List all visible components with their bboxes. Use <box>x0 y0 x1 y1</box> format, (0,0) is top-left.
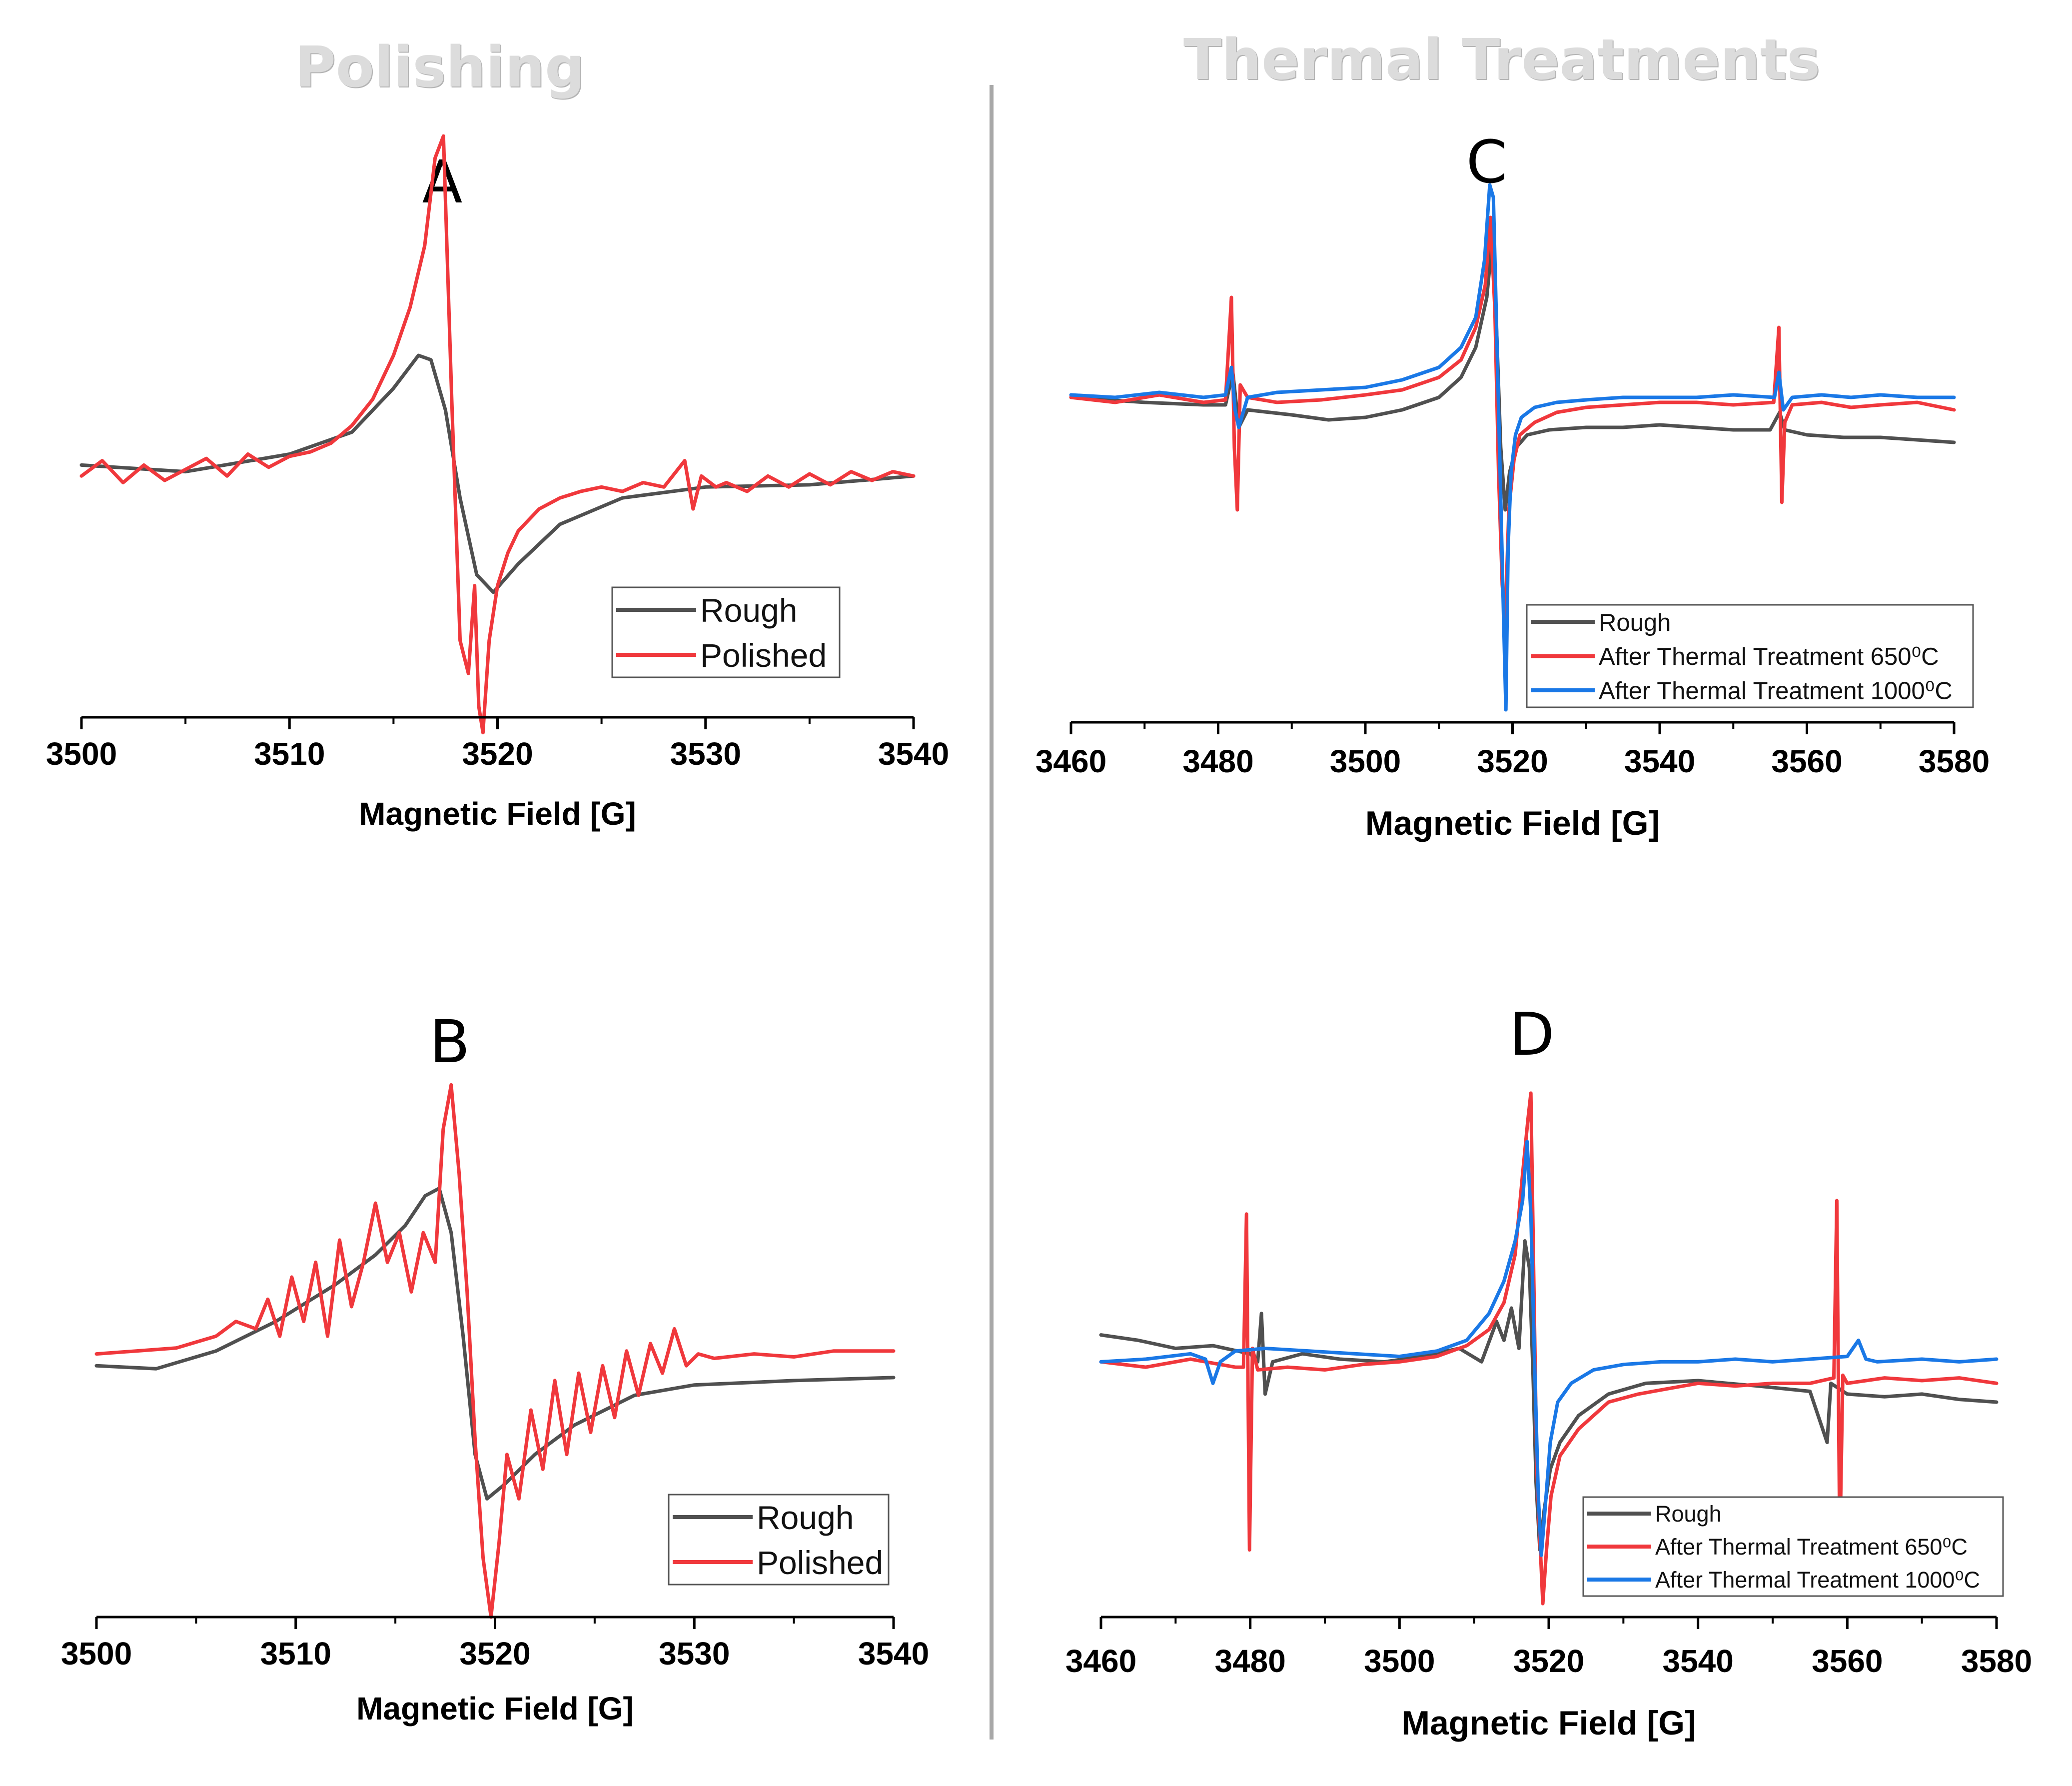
series-line-polished <box>94 1083 896 1619</box>
legend-label: After Thermal Treatment 650⁰C <box>1655 1534 1968 1560</box>
x-axis-label: Magnetic Field [G] <box>356 1691 634 1727</box>
x-tick-label: 3500 <box>1364 1643 1435 1679</box>
x-tick-label: 3510 <box>254 736 325 772</box>
x-tick-label: 3540 <box>878 736 949 772</box>
panel-d: D 3460 3480 3500 3520 3540 3560 3580 Magnetic Fi… <box>1065 1000 2032 1742</box>
x-tick-label: 3510 <box>260 1636 331 1672</box>
x-tick-label: 3480 <box>1214 1643 1285 1679</box>
legend-label: After Thermal Treatment 650⁰C <box>1599 643 1939 670</box>
series-line-rough <box>1099 1239 1999 1552</box>
x-tick-label: 3460 <box>1036 743 1106 779</box>
x-axis-label: Magnetic Field [G] <box>359 796 636 832</box>
x-tick-label: 3500 <box>46 736 117 772</box>
series-line-rough <box>79 353 916 594</box>
x-tick-label: 3560 <box>1771 743 1842 779</box>
series-line-after-thermal-treatment-1000-c <box>1069 183 1956 712</box>
legend-label: After Thermal Treatment 1000⁰C <box>1655 1567 1980 1593</box>
x-tick-label: 3580 <box>1961 1643 2032 1679</box>
x-tick-label: 3520 <box>459 1636 530 1672</box>
x-tick-label: 3540 <box>1662 1643 1733 1679</box>
panel-title: B <box>430 1007 470 1076</box>
x-tick-label: 3530 <box>670 736 741 772</box>
x-tick-label: 3480 <box>1182 743 1253 779</box>
x-tick-label: 3530 <box>659 1636 730 1672</box>
legend-label: After Thermal Treatment 1000⁰C <box>1599 677 1953 704</box>
legend-label: Rough <box>757 1499 854 1536</box>
legend-frame <box>1582 1496 2004 1597</box>
x-tick-label: 3580 <box>1919 743 1990 779</box>
legend-label: Polished <box>757 1544 883 1581</box>
series-line-rough <box>94 1186 896 1501</box>
panel-title: C <box>1466 127 1507 196</box>
series-line-after-thermal-treatment-650-c <box>1069 215 1956 624</box>
x-tick-label: 3520 <box>462 736 533 772</box>
x-tick-label: 3460 <box>1065 1643 1136 1679</box>
section-divider <box>990 85 994 1740</box>
panel-c: C 3460 3480 3500 3520 3540 3560 3580 Magnetic Fi… <box>1036 127 1990 842</box>
x-axis-label: Magnetic Field [G] <box>1365 804 1660 842</box>
series-line-polished <box>79 134 916 735</box>
section-title-polishing: Polishing <box>294 35 585 100</box>
legend-label: Rough <box>1599 609 1671 636</box>
legend-frame <box>1526 604 1974 708</box>
legend-label: Rough <box>700 592 798 629</box>
x-tick-label: 3500 <box>1330 743 1401 779</box>
legend-label: Rough <box>1655 1501 1722 1527</box>
series-line-after-thermal-treatment-1000-c <box>1099 1140 1999 1557</box>
x-tick-label: 3540 <box>858 1636 929 1672</box>
legend: Rough Polished <box>611 586 841 678</box>
x-axis-label: Magnetic Field [G] <box>1401 1704 1696 1742</box>
legend-frame <box>611 586 841 678</box>
x-tick-label: 3560 <box>1812 1643 1883 1679</box>
legend: Rough After Thermal Treatment 650⁰C After … <box>1526 604 1974 708</box>
panel-title: D <box>1509 1000 1555 1069</box>
x-tick-label: 3540 <box>1624 743 1695 779</box>
x-tick-label: 3520 <box>1477 743 1548 779</box>
legend-label: Polished <box>700 637 827 674</box>
panel-b: B 3500 3510 3520 3530 3540 Magnetic Field [G] R… <box>61 1007 929 1727</box>
x-tick-label: 3520 <box>1513 1643 1584 1679</box>
legend: Rough After Thermal Treatment 650⁰C After … <box>1582 1496 2004 1597</box>
legend: Rough Polished <box>668 1494 890 1586</box>
legend-frame <box>668 1494 890 1586</box>
x-tick-label: 3500 <box>61 1636 132 1672</box>
section-title-thermal-treatments: Thermal Treatments <box>1183 27 1820 92</box>
